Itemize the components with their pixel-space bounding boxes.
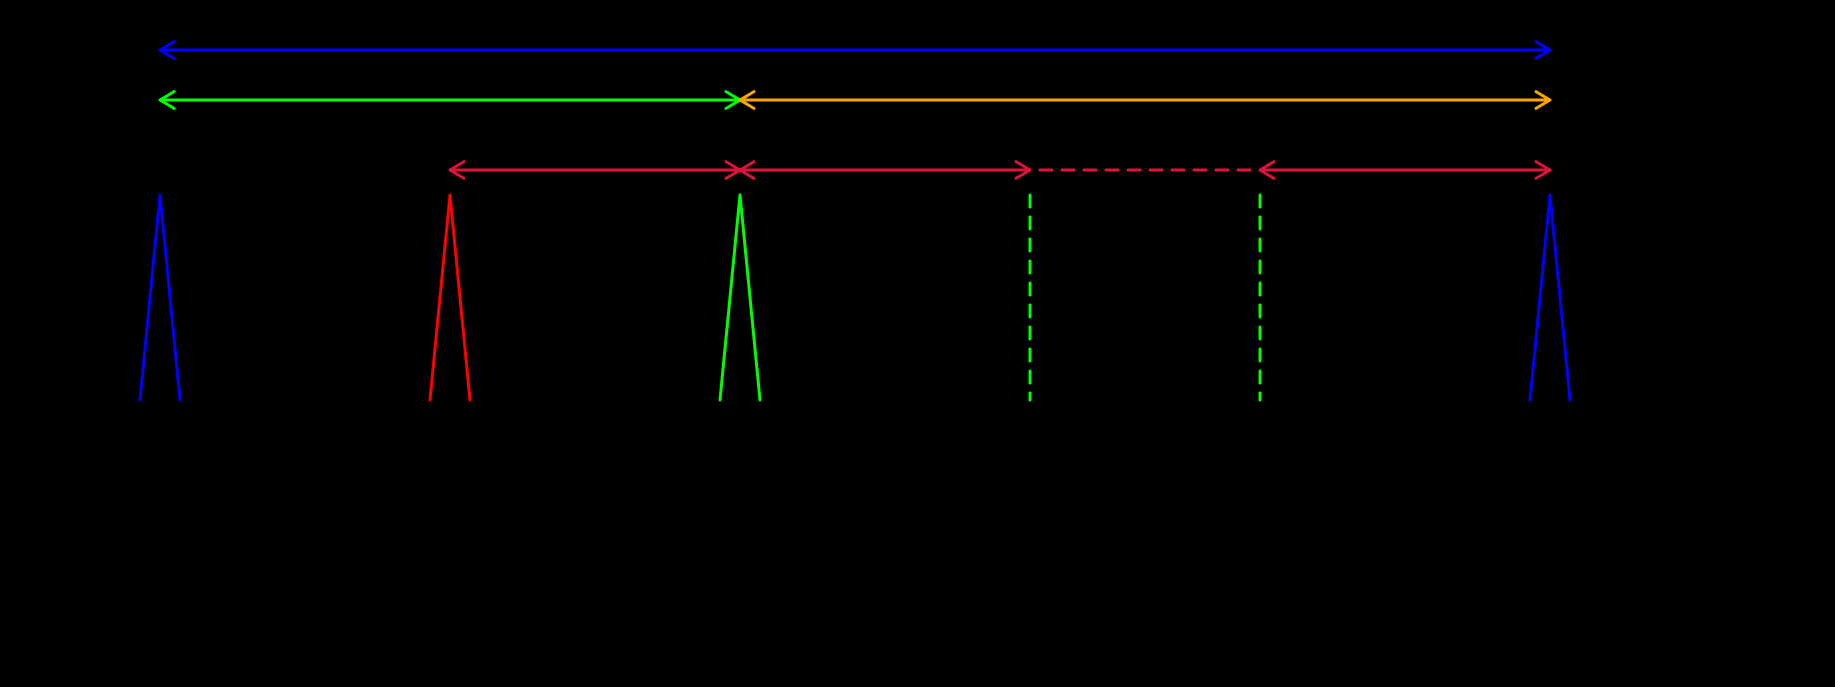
arrow-green-level2 (160, 92, 740, 109)
timing-diagram (0, 0, 1835, 687)
compass-blue-right (1530, 195, 1570, 400)
compass-blue-left (140, 195, 180, 400)
arrow-crimson-1 (450, 162, 740, 179)
compass-green (720, 195, 760, 400)
arrow-orange-level2 (740, 92, 1550, 109)
arrow-crimson-2 (740, 162, 1030, 179)
compass-red (430, 195, 470, 400)
arrow-crimson-3 (1260, 162, 1550, 179)
arrow-blue-top (160, 42, 1550, 59)
